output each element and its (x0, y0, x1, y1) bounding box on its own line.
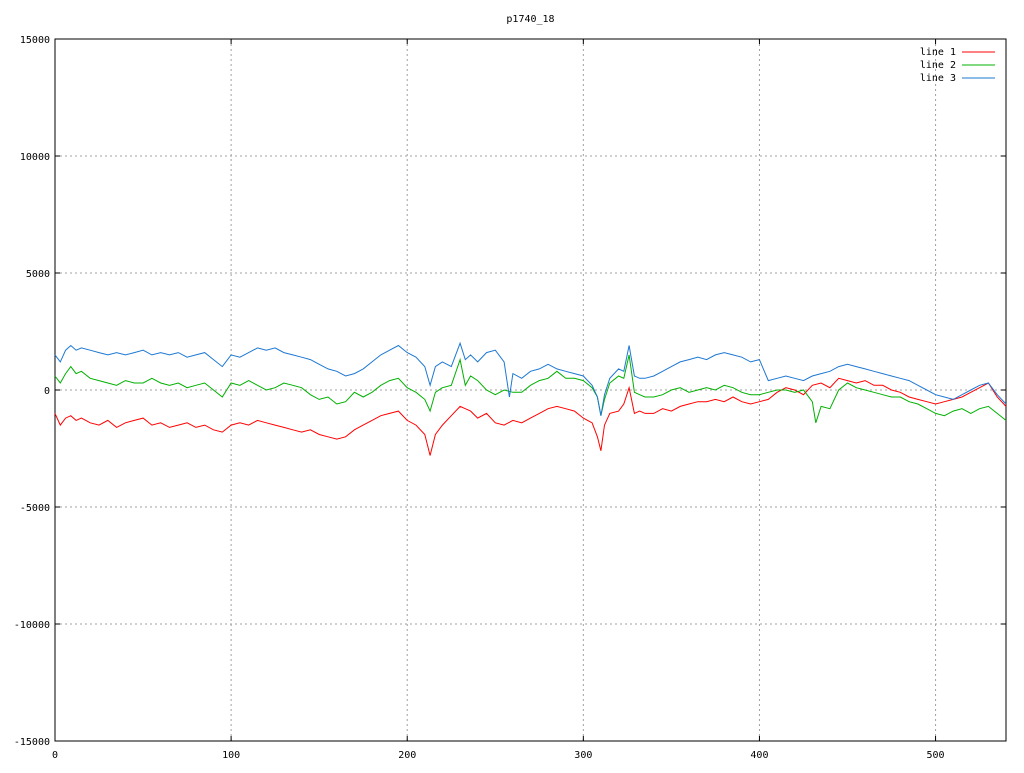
legend-label: line 3 (920, 73, 956, 84)
x-tick-label: 300 (574, 750, 592, 761)
x-tick-label: 500 (927, 750, 945, 761)
legend: line 1 line 2 line 3 (920, 47, 995, 84)
series-lines (54, 341, 1007, 456)
y-tick-label: -15000 (14, 737, 50, 748)
y-tick-label: 0 (44, 386, 50, 397)
legend-label: line 2 (920, 60, 956, 71)
y-tick-label: 15000 (20, 35, 50, 46)
y-tick-label: -10000 (14, 620, 50, 631)
y-tick-label: 5000 (26, 269, 50, 280)
series-line-2 (54, 354, 1007, 423)
y-tick-label: 10000 (20, 152, 50, 163)
x-tick-label: 400 (750, 750, 768, 761)
legend-label: line 1 (920, 47, 956, 58)
chart-title: p1740_18 (506, 14, 554, 25)
x-tick-label: 200 (398, 750, 416, 761)
x-tick-label: 100 (222, 750, 240, 761)
axis-ticks: 0 100 200 300 400 500 -15000 -10000 -5000 0 5000 10… (14, 35, 1006, 761)
series-line-3 (54, 341, 1007, 416)
series-line-1 (54, 377, 1007, 456)
grid-lines (55, 39, 1006, 741)
x-tick-label: 0 (52, 750, 58, 761)
y-tick-label: -5000 (20, 503, 50, 514)
